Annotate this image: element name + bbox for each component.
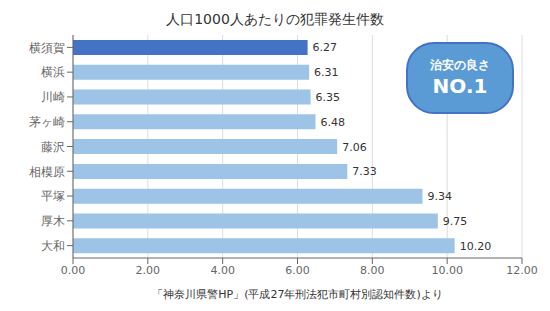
svg-text:6.00: 6.00 [285, 264, 310, 277]
svg-text:2.00: 2.00 [136, 264, 161, 277]
svg-text:6.27: 6.27 [313, 41, 338, 54]
svg-text:藤沢: 藤沢 [41, 140, 65, 154]
svg-text:0.00: 0.00 [61, 264, 86, 277]
svg-text:横須賀: 横須賀 [29, 41, 65, 55]
svg-text:10.00: 10.00 [431, 264, 463, 277]
svg-text:茅ヶ崎: 茅ヶ崎 [29, 115, 65, 129]
svg-text:6.48: 6.48 [320, 116, 345, 129]
svg-text:6.31: 6.31 [314, 66, 339, 79]
svg-text:7.33: 7.33 [352, 165, 377, 178]
svg-text:厚木: 厚木 [41, 214, 65, 228]
svg-text:8.00: 8.00 [360, 264, 385, 277]
svg-text:大和: 大和 [41, 239, 65, 253]
svg-text:川崎: 川崎 [41, 90, 65, 104]
svg-text:12.00: 12.00 [506, 264, 538, 277]
svg-text:10.20: 10.20 [460, 240, 492, 253]
svg-text:9.75: 9.75 [443, 215, 468, 228]
html-text:人口1000人あたりの犯罪発生件数: 人口1000人あたりの犯罪発生件数 [166, 11, 384, 27]
svg-text:横浜: 横浜 [41, 65, 65, 79]
svg-text:6.35: 6.35 [316, 91, 341, 104]
svg-text:相模原: 相模原 [29, 165, 65, 179]
svg-text:4.00: 4.00 [210, 264, 235, 277]
svg-text:7.06: 7.06 [342, 141, 367, 154]
svg-text:平塚: 平塚 [41, 189, 65, 203]
html-text:治安の良さ: 治安の良さ [430, 58, 490, 72]
html-text:NO.1: NO.1 [432, 74, 488, 98]
svg-text:9.34: 9.34 [427, 190, 452, 203]
svg-text:「神奈川県警HP」(平成27年刑法犯市町村別認知件数)より: 「神奈川県警HP」(平成27年刑法犯市町村別認知件数)より [152, 288, 443, 301]
